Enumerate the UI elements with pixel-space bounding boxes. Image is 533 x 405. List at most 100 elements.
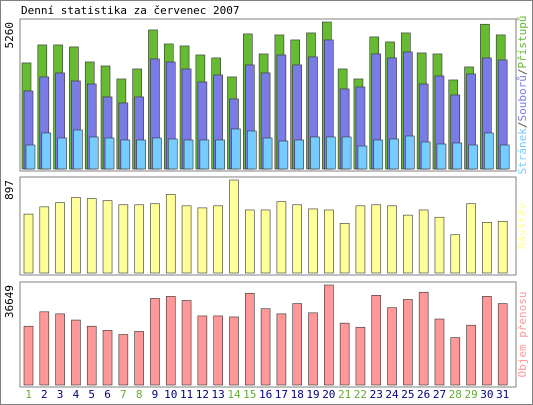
- bar: [466, 203, 476, 274]
- legend: Stránek/Souborů/Přístupů: [516, 16, 529, 175]
- legend-separator: /: [516, 121, 529, 128]
- bar: [71, 197, 81, 274]
- bar: [136, 139, 146, 170]
- x-tick-label: 28: [449, 388, 462, 401]
- bar: [468, 144, 478, 170]
- x-tick-label: 25: [401, 388, 414, 401]
- bar: [262, 137, 273, 170]
- x-tick-label: 26: [417, 388, 430, 401]
- x-tick-label: 19: [306, 388, 319, 401]
- bar: [373, 139, 384, 170]
- bar: [339, 223, 350, 274]
- x-tick-label: 27: [433, 388, 446, 401]
- x-tick-label: 15: [243, 388, 256, 401]
- x-tick-label: 12: [196, 388, 209, 401]
- bar: [418, 291, 429, 386]
- bar: [405, 135, 415, 170]
- bar: [355, 205, 366, 274]
- bar: [55, 313, 65, 386]
- bar: [39, 311, 50, 386]
- bar: [181, 300, 192, 386]
- x-tick-label: 13: [212, 388, 225, 401]
- bar: [497, 220, 508, 274]
- x-tick-label: 10: [164, 388, 177, 401]
- legend-entry: Souborů: [516, 75, 529, 121]
- bar: [120, 139, 131, 170]
- x-tick-label: 22: [354, 388, 367, 401]
- bar: [197, 315, 208, 386]
- bar: [436, 143, 447, 170]
- chart-title: Denní statistika za červenec 2007: [21, 4, 240, 17]
- y-tick-label: 36649: [3, 285, 16, 318]
- bar: [452, 142, 463, 170]
- legend-entry: Stránek: [516, 128, 529, 175]
- bar: [102, 200, 113, 274]
- bar: [88, 136, 99, 170]
- bar: [450, 234, 461, 274]
- bar: [389, 138, 399, 170]
- bar: [450, 337, 461, 386]
- bar: [324, 284, 334, 386]
- bar: [229, 316, 239, 386]
- bar: [434, 318, 445, 386]
- x-tick-label: 29: [464, 388, 477, 401]
- bar: [357, 145, 368, 170]
- bar: [418, 209, 429, 274]
- bar: [420, 141, 431, 170]
- bar: [403, 214, 413, 274]
- bar: [25, 144, 36, 170]
- bar: [387, 205, 397, 274]
- bar: [482, 296, 492, 386]
- legend-entry: Přístupů: [516, 16, 529, 69]
- legend-entry: Návštěv: [516, 202, 529, 249]
- bar: [183, 139, 194, 170]
- x-tick-label: 14: [227, 388, 241, 401]
- bar: [292, 204, 303, 274]
- bar: [324, 209, 334, 274]
- bar: [341, 136, 352, 170]
- bar: [104, 137, 115, 170]
- x-tick-label: 17: [275, 388, 288, 401]
- x-tick-label: 2: [41, 388, 48, 401]
- bar: [278, 140, 289, 170]
- y-tick-label: 897: [3, 180, 16, 200]
- x-tick-label: 24: [385, 388, 399, 401]
- bar: [403, 299, 413, 386]
- bar: [39, 206, 50, 274]
- bar: [118, 334, 129, 386]
- bar: [23, 213, 34, 274]
- bar: [167, 138, 178, 170]
- x-tick-label: 6: [104, 388, 111, 401]
- x-tick-label: 3: [57, 388, 64, 401]
- bar: [73, 129, 83, 170]
- bar: [102, 330, 113, 386]
- bar: [152, 137, 162, 170]
- bar: [215, 139, 225, 170]
- bar: [339, 322, 350, 386]
- bar: [387, 307, 397, 386]
- x-tick-label: 1: [25, 388, 32, 401]
- bar: [466, 324, 476, 386]
- legend-entry: Objem přenosu: [516, 291, 529, 377]
- bar: [197, 207, 208, 274]
- x-tick-label: 30: [480, 388, 493, 401]
- bar: [55, 202, 65, 274]
- bar: [499, 144, 510, 170]
- bar: [165, 296, 176, 386]
- bar: [71, 319, 81, 386]
- bar: [134, 204, 144, 274]
- bar: [294, 139, 305, 170]
- x-tick-label: 8: [136, 388, 143, 401]
- bar: [371, 295, 382, 386]
- bar: [244, 209, 255, 274]
- bar: [484, 132, 494, 170]
- bar: [150, 298, 160, 386]
- bar: [434, 216, 445, 274]
- bar: [371, 204, 382, 274]
- bar: [276, 201, 287, 274]
- bar: [260, 209, 271, 274]
- bar: [292, 303, 303, 386]
- legend: Objem přenosu: [516, 291, 529, 377]
- bar: [118, 204, 129, 274]
